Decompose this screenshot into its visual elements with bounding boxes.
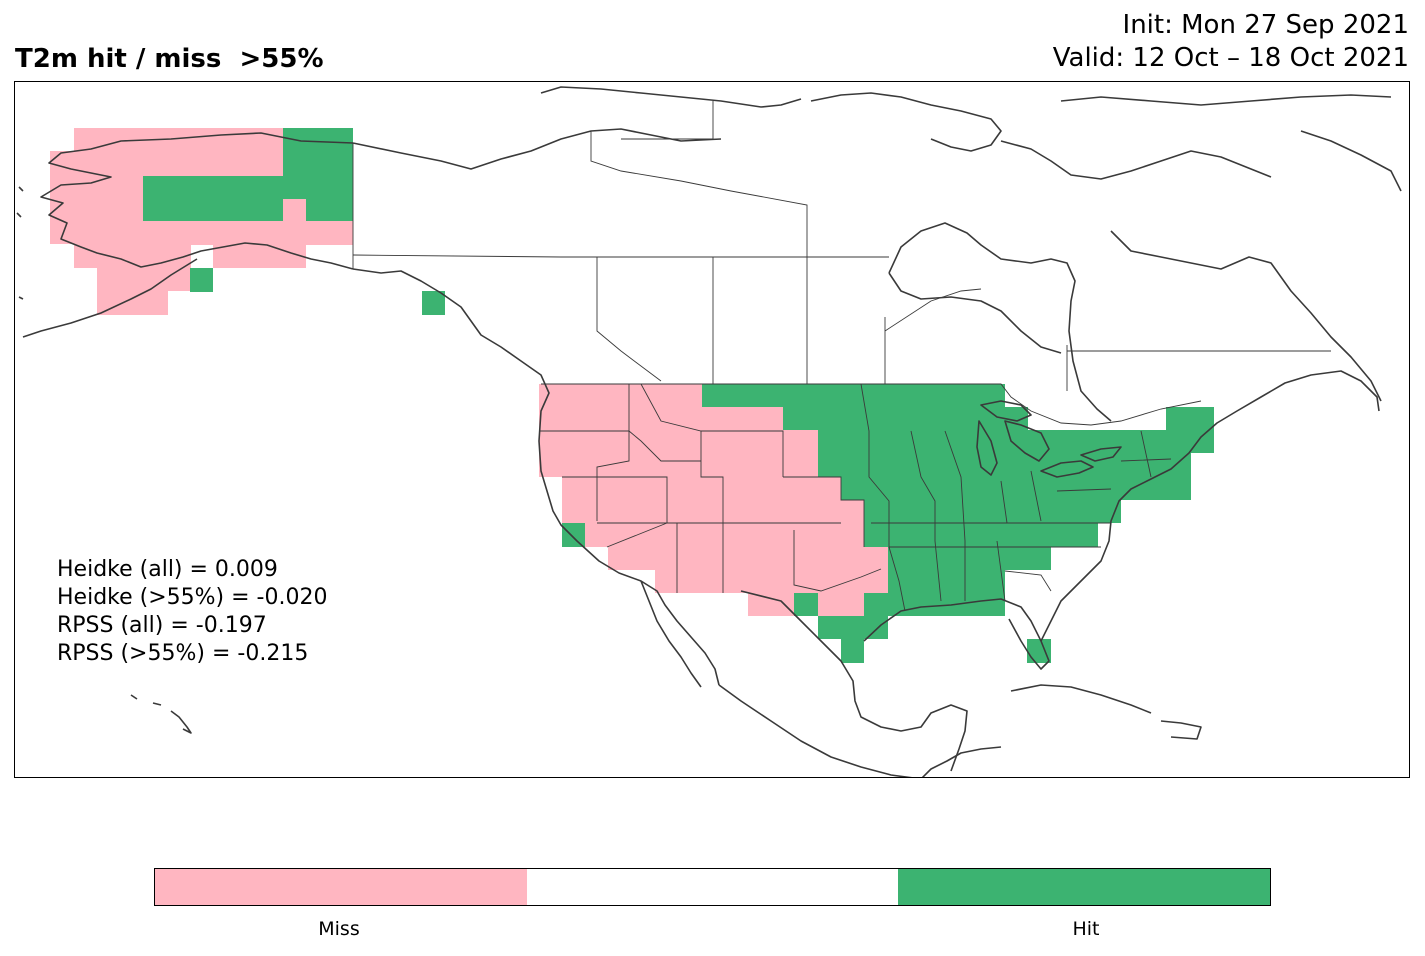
legend-miss-swatch — [155, 869, 527, 905]
yukon-hit-cell — [283, 128, 353, 199]
western-us-miss-cell — [539, 384, 702, 477]
skill-scores-panel: Heidke (all) = 0.009 Heidke (>55%) = -0.… — [57, 556, 327, 668]
legend-hit-label: Hit — [1072, 918, 1100, 940]
legend-miss-label: Miss — [318, 918, 360, 940]
legend-neutral-swatch — [526, 869, 899, 905]
south-florida-hit-cell — [1027, 639, 1051, 663]
init-date: Init: Mon 27 Sep 2021 — [1122, 10, 1409, 40]
rpss-all: RPSS (all) = -0.197 — [57, 613, 267, 638]
miss-cells — [50, 128, 888, 616]
legend-colorbar — [154, 868, 1271, 906]
central-us-hit-cell — [702, 384, 1005, 407]
map-canvas — [16, 86, 1402, 777]
map-panel — [14, 81, 1410, 778]
borders — [352, 101, 1331, 612]
valid-range: Valid: 12 Oct – 18 Oct 2021 — [1052, 43, 1409, 73]
map-title: T2m hit / miss >55% — [15, 44, 324, 74]
heidke-55: Heidke (>55%) = -0.020 — [57, 585, 328, 610]
legend-hit-swatch — [898, 869, 1271, 905]
coastlines — [16, 86, 1402, 777]
heidke-all: Heidke (all) = 0.009 — [57, 557, 278, 582]
hit-cells — [143, 128, 1214, 663]
rpss-55: RPSS (>55%) = -0.215 — [57, 641, 309, 666]
